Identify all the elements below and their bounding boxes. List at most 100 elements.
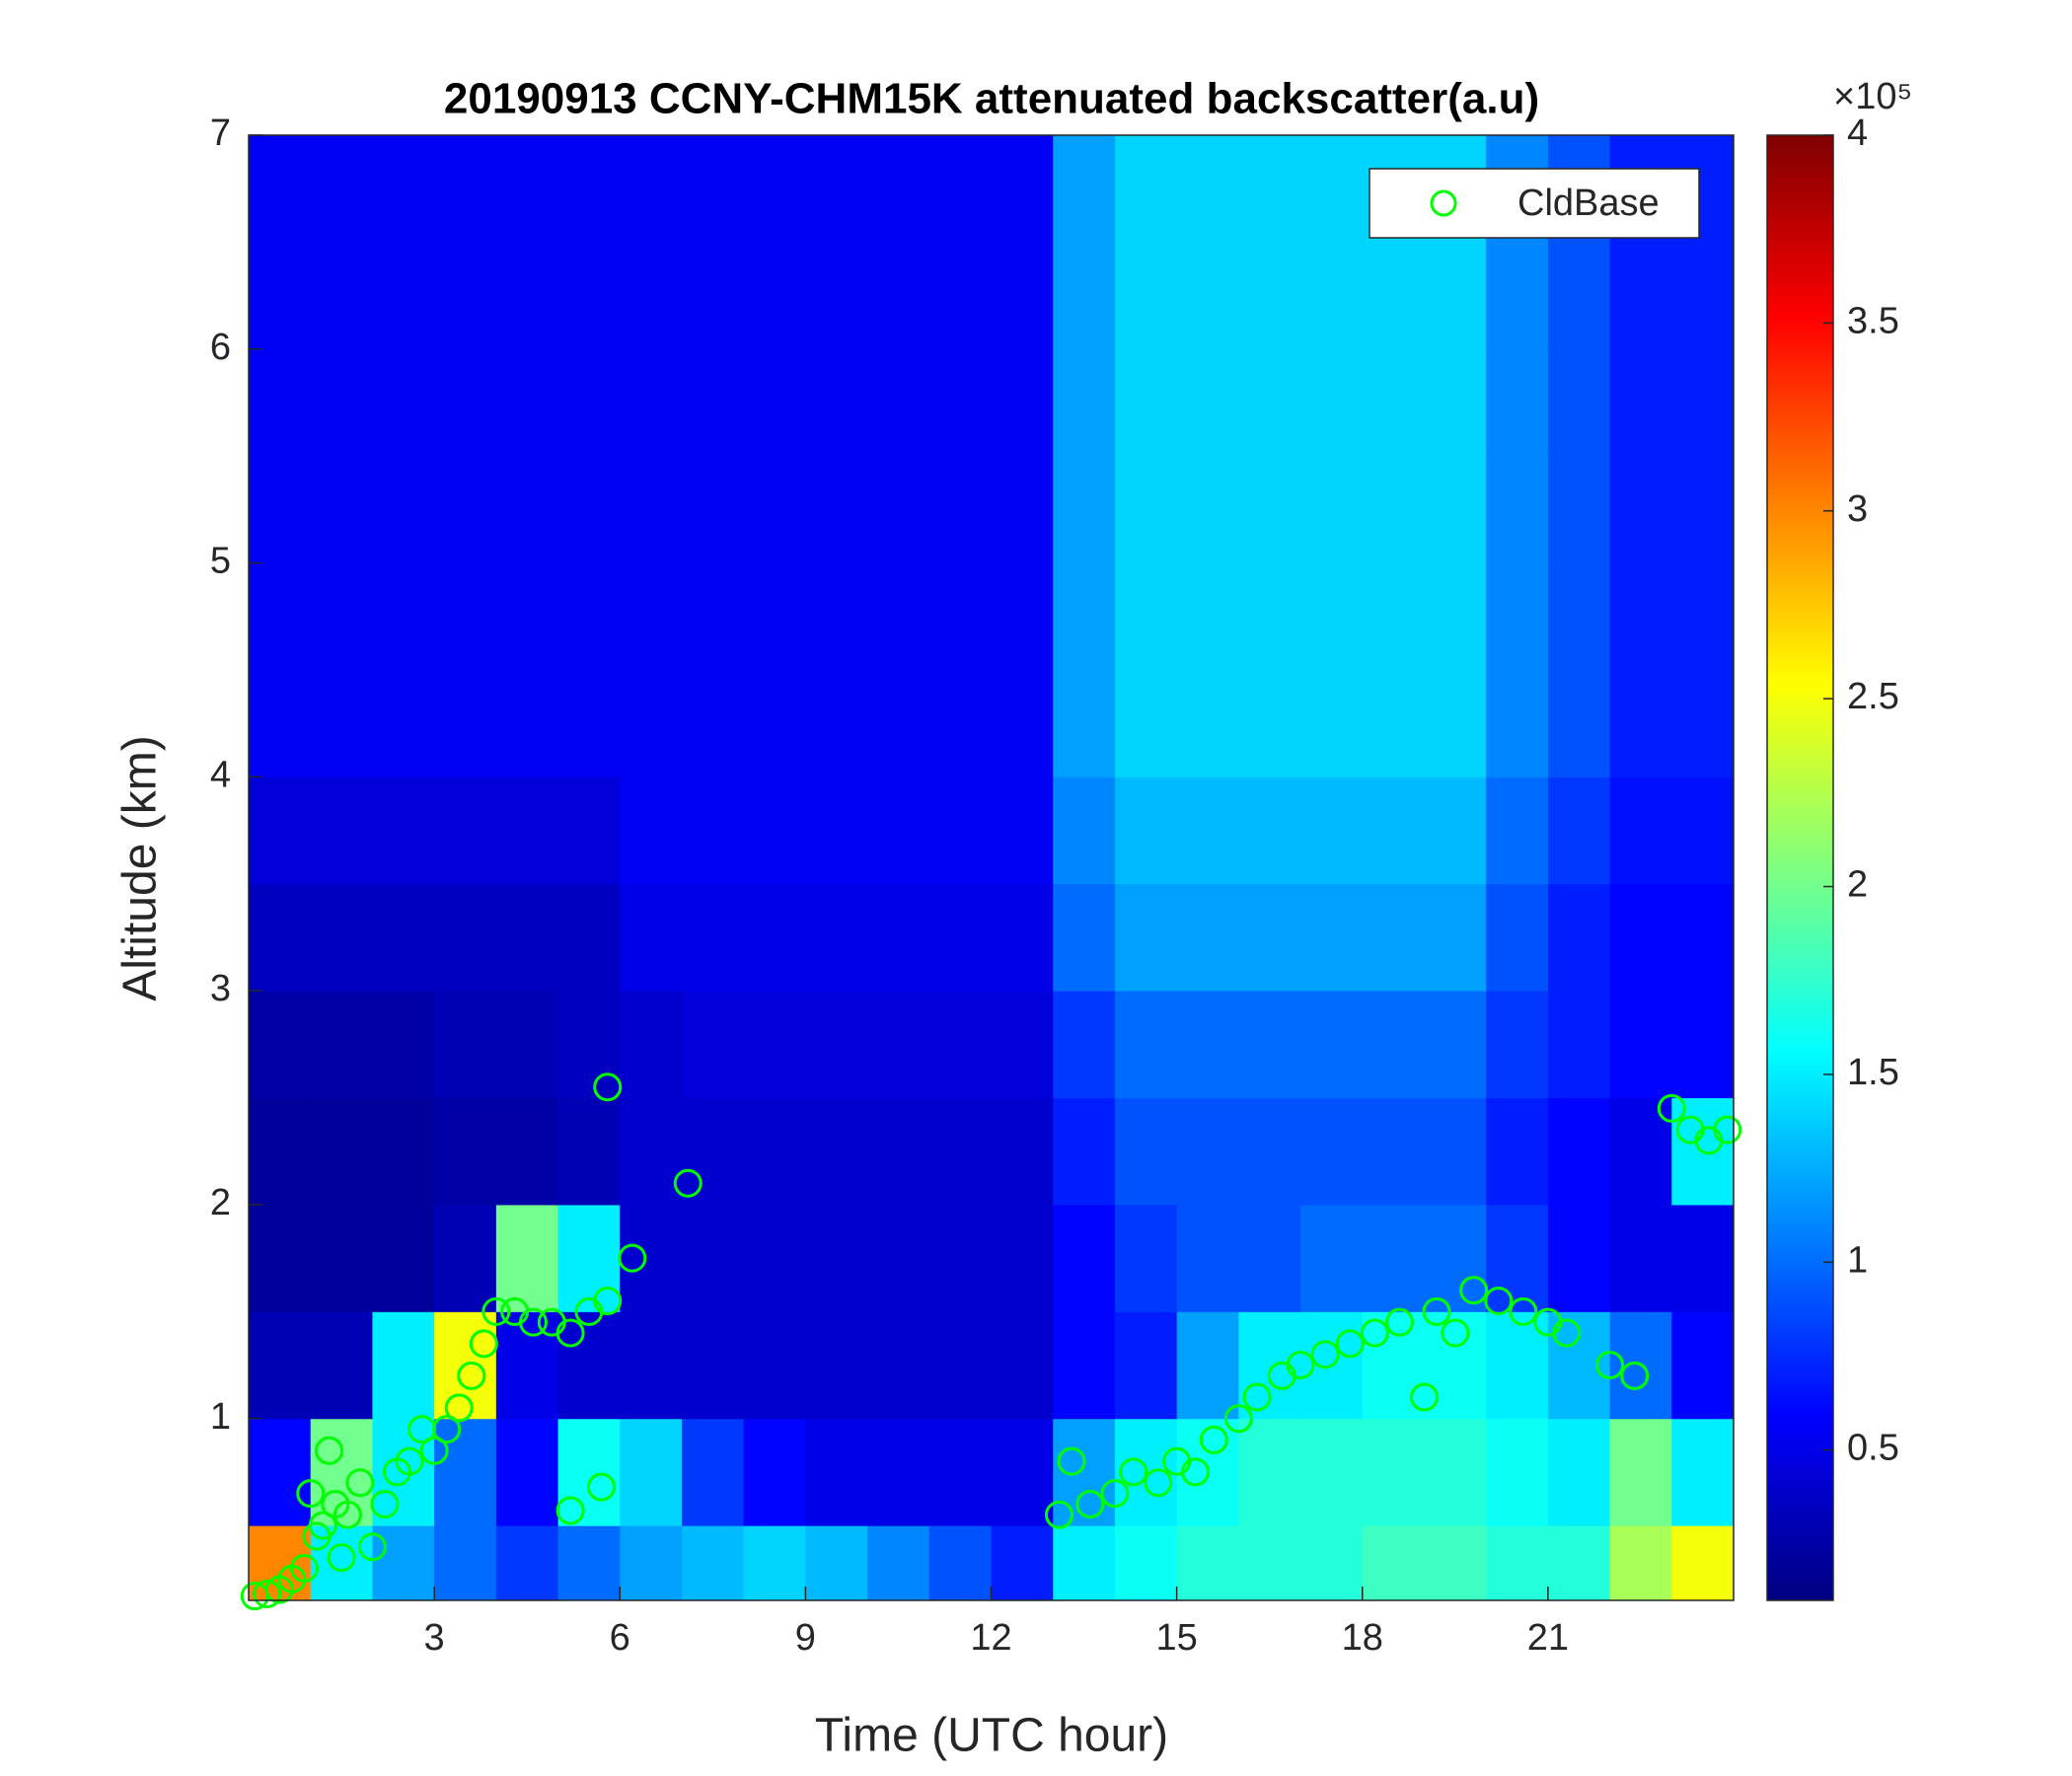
heatmap-cell (310, 135, 373, 243)
heatmap-cell (495, 1311, 559, 1420)
heatmap-cell (1300, 562, 1364, 671)
heatmap-cell (434, 456, 497, 564)
cloud-base-point (1057, 1446, 1086, 1476)
cloud-base-point (1360, 1318, 1389, 1348)
x-tick-label: 3 (424, 1617, 445, 1659)
heatmap-cell (1114, 1097, 1178, 1206)
heatmap-cell (1486, 1418, 1549, 1526)
heatmap-cell (1362, 991, 1425, 1099)
heatmap-cell (1176, 1525, 1239, 1601)
cloud-base-point (1286, 1351, 1315, 1380)
heatmap-cell (681, 348, 745, 457)
heatmap-cell (495, 1097, 559, 1206)
heatmap-cell (681, 456, 745, 564)
heatmap-cell (249, 242, 312, 350)
cloud-base-point (593, 1073, 623, 1102)
heatmap-cell (1176, 991, 1239, 1099)
heatmap-cell (928, 777, 992, 885)
heatmap-cell (372, 348, 435, 457)
heatmap-cell (681, 1097, 745, 1206)
heatmap-cell (620, 883, 683, 992)
heatmap-cell (1424, 883, 1487, 992)
heatmap-cell (1424, 1097, 1487, 1206)
heatmap-cell (1671, 777, 1735, 885)
cloud-base-point (308, 1511, 337, 1540)
heatmap-cell (1053, 1204, 1116, 1312)
heatmap-cell (805, 1418, 868, 1526)
heatmap-cell (867, 1525, 930, 1601)
x-axis-label: Time (UTC hour) (815, 1710, 1168, 1762)
heatmap-cell (1114, 456, 1178, 564)
cloud-base-point (1509, 1296, 1538, 1326)
heatmap-cell (1362, 777, 1425, 885)
heatmap-cell (991, 991, 1054, 1099)
y-tick-label: 3 (210, 968, 231, 1009)
heatmap-cell (1424, 456, 1487, 564)
heatmap-cell (372, 883, 435, 992)
heatmap-cell (495, 348, 559, 457)
heatmap-cell (557, 883, 621, 992)
heatmap-cell (867, 883, 930, 992)
heatmap-cell (310, 1311, 373, 1420)
heatmap-cell (372, 1097, 435, 1206)
heatmap-cell (310, 1204, 373, 1312)
cloud-base-point (1441, 1318, 1470, 1348)
heatmap-cell (1671, 669, 1735, 777)
heatmap-cell (1300, 348, 1364, 457)
colorbar-tick-label: 0.5 (1847, 1428, 1899, 1469)
heatmap-cell (867, 242, 930, 350)
heatmap-cell (1486, 1097, 1549, 1206)
heatmap-cell (991, 1525, 1054, 1601)
heatmap-cell (1609, 991, 1672, 1099)
heatmap-cell (867, 562, 930, 671)
heatmap-cell (620, 777, 683, 885)
heatmap-cell (1053, 1311, 1116, 1420)
heatmap-cell (495, 562, 559, 671)
cloud-base-point (1075, 1489, 1105, 1518)
heatmap-cell (1547, 1204, 1611, 1312)
cloud-base-point (333, 1500, 362, 1529)
heatmap-cell (1300, 242, 1364, 350)
heatmap-cell (434, 1204, 497, 1312)
heatmap-cell (681, 1311, 745, 1420)
heatmap-cell (1547, 562, 1611, 671)
heatmap-cell (1547, 1525, 1611, 1601)
heatmap-cell (620, 991, 683, 1099)
heatmap-cell (681, 883, 745, 992)
heatmap-cell (1053, 1097, 1116, 1206)
cloud-base-point (1384, 1307, 1414, 1337)
heatmap-cell (310, 777, 373, 885)
heatmap-cell (557, 242, 621, 350)
heatmap-cell (1176, 456, 1239, 564)
heatmap-cell (495, 1418, 559, 1526)
heatmap-cell (1238, 135, 1301, 243)
heatmap-cell (1300, 1525, 1364, 1601)
heatmap-cell (928, 135, 992, 243)
heatmap-cell (991, 1204, 1054, 1312)
heatmap-cell (805, 991, 868, 1099)
heatmap-cell (991, 562, 1054, 671)
heatmap-cell (620, 348, 683, 457)
heatmap-cell (805, 348, 868, 457)
heatmap-cell (1176, 562, 1239, 671)
heatmap-cell (1238, 1097, 1301, 1206)
cloud-base-point (315, 1436, 344, 1465)
heatmap-cell (928, 348, 992, 457)
cloud-base-point (289, 1553, 319, 1583)
heatmap-cell (805, 456, 868, 564)
heatmap-cell (1547, 1097, 1611, 1206)
heatmap-cell (1053, 669, 1116, 777)
heatmap-cell (1671, 1525, 1735, 1601)
heatmap-cell (1671, 991, 1735, 1099)
cloud-base-point (345, 1468, 375, 1498)
heatmap-cell (1114, 348, 1178, 457)
y-axis-label: Altitude (km) (114, 735, 167, 1000)
heatmap-cell (372, 456, 435, 564)
heatmap-cell (1486, 991, 1549, 1099)
heatmap-cell (867, 1097, 930, 1206)
heatmap-cell (1176, 348, 1239, 457)
heatmap-cell (620, 562, 683, 671)
cloud-base-point (357, 1532, 387, 1562)
heatmap-cell (991, 348, 1054, 457)
heatmap-cell (249, 348, 312, 457)
